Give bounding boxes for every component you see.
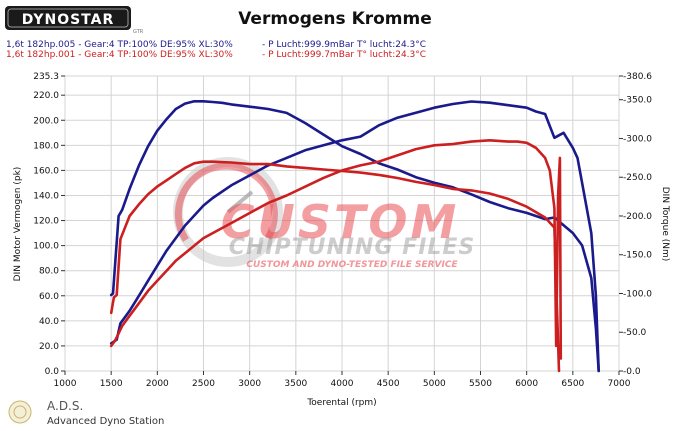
series-line-1-right bbox=[109, 100, 601, 373]
y-right-tick-label: -150.0 bbox=[623, 251, 652, 261]
series-line-3-right bbox=[109, 160, 561, 373]
run-info-1: 1,6t 182hp.005 - Gear:4 TP:100% DE:95% X… bbox=[6, 40, 426, 50]
footer-logo-text: A.D.S. bbox=[47, 399, 83, 413]
y-left-tick-label: 160.0 bbox=[33, 166, 59, 176]
x-tick-label: 2000 bbox=[146, 379, 169, 389]
y-left-tick-label: 120.0 bbox=[33, 217, 59, 227]
y-left-tick-label: 100.0 bbox=[33, 242, 59, 252]
series-line-4-left bbox=[109, 139, 563, 360]
y-left-tick-label: 0.0 bbox=[45, 367, 60, 377]
watermark: CUSTOM CHIPTUNING FILES CUSTOM AND DYNO-… bbox=[173, 157, 476, 270]
y-left-tick-label: 20.0 bbox=[39, 342, 59, 352]
svg-text:1,6t 182hp.001 - Gear:4 TP:100: 1,6t 182hp.001 - Gear:4 TP:100% DE:95% X… bbox=[6, 50, 233, 60]
y-left-tick-label: 200.0 bbox=[33, 116, 59, 126]
x-tick-label: 3500 bbox=[284, 379, 307, 389]
run-info-2: 1,6t 182hp.001 - Gear:4 TP:100% DE:95% X… bbox=[6, 50, 426, 60]
y-right-tick-label: -380.6 bbox=[623, 72, 652, 82]
y-right-tick-label: -200.0 bbox=[623, 212, 652, 222]
series-layer bbox=[109, 100, 601, 373]
dynostar-sub: GTR bbox=[133, 29, 144, 35]
x-tick-label: 1500 bbox=[100, 379, 123, 389]
y-right-tick-label: -350.0 bbox=[623, 96, 652, 106]
y-axis-right-label: DIN Torque (Nm) bbox=[660, 187, 670, 262]
y-left-tick-label: 140.0 bbox=[33, 191, 59, 201]
svg-text:1,6t 182hp.005 - Gear:4 TP:100: 1,6t 182hp.005 - Gear:4 TP:100% DE:95% X… bbox=[6, 40, 233, 50]
y-axis-left-label: DIN Motor Vermogen (pk) bbox=[13, 167, 23, 282]
chart-title: Vermogens Kromme bbox=[238, 9, 432, 29]
svg-text:- P Lucht:999.9mBar T° lucht:2: - P Lucht:999.9mBar T° lucht:24.3°C bbox=[262, 40, 426, 50]
dynostar-logo: DYNOSTAR GTR bbox=[5, 6, 144, 35]
x-tick-label: 1000 bbox=[54, 379, 77, 389]
svg-text:- P Lucht:999.7mBar T° lucht:2: - P Lucht:999.7mBar T° lucht:24.3°C bbox=[262, 50, 426, 60]
x-tick-label: 5000 bbox=[423, 379, 446, 389]
series-line-2-left bbox=[109, 100, 601, 373]
x-tick-label: 4500 bbox=[377, 379, 400, 389]
x-tick-label: 4000 bbox=[331, 379, 354, 389]
y-right-tick-label: -50.0 bbox=[623, 328, 647, 338]
y-right-tick-label: -300.0 bbox=[623, 134, 652, 144]
y-left-tick-label: 40.0 bbox=[39, 317, 59, 327]
x-tick-label: 3000 bbox=[238, 379, 261, 389]
y-left-tick-label: 235.3 bbox=[33, 72, 59, 82]
footer-subtitle: Advanced Dyno Station bbox=[47, 416, 164, 427]
ads-logo bbox=[8, 400, 32, 424]
x-axis-label: Toerental (rpm) bbox=[306, 398, 376, 408]
y-left-tick-label: 180.0 bbox=[33, 141, 59, 151]
watermark-chiptuning: CHIPTUNING FILES bbox=[229, 235, 476, 260]
x-tick-label: 5500 bbox=[469, 379, 492, 389]
y-right-tick-label: -250.0 bbox=[623, 173, 652, 183]
x-tick-label: 6500 bbox=[561, 379, 584, 389]
dynostar-brand: DYNOSTAR bbox=[22, 12, 115, 28]
y-left-tick-label: 60.0 bbox=[39, 292, 59, 302]
ticks-layer: 1000 1500 2000 2500 3000 3500 4000 4500 5000 5500… bbox=[33, 72, 652, 389]
y-left-tick-label: 220.0 bbox=[33, 91, 59, 101]
watermark-service: CUSTOM AND DYNO-TESTED FILE SERVICE bbox=[246, 260, 458, 270]
watermark-custom: CUSTOM bbox=[221, 195, 460, 249]
y-right-tick-label: -100.0 bbox=[623, 289, 652, 299]
y-right-tick-label: -0.0 bbox=[623, 367, 641, 377]
x-tick-label: 2500 bbox=[192, 379, 215, 389]
x-tick-label: 6000 bbox=[515, 379, 538, 389]
y-left-tick-label: 80.0 bbox=[39, 267, 59, 277]
x-tick-label: 7000 bbox=[608, 379, 631, 389]
